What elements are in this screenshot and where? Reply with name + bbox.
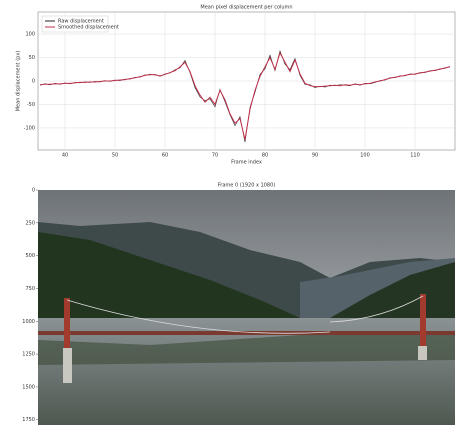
y-tick-label: 250 <box>25 220 35 226</box>
y-tick-label: 1000 <box>22 319 35 325</box>
x-axis-label: Frame index <box>231 160 262 166</box>
x-tick-label: 100 <box>360 153 370 159</box>
x-tick-label: 40 <box>62 153 68 159</box>
y-tick-label: 500 <box>25 253 35 259</box>
x-tick-label: 110 <box>410 153 420 159</box>
y-tick-label: 1500 <box>22 384 35 390</box>
y-tick-label: 1250 <box>22 352 35 358</box>
x-tick-label: 90 <box>312 153 318 159</box>
legend-label: Smoothed displacement <box>58 25 119 31</box>
y-tick-label: -50 <box>27 102 35 108</box>
y-tick-label: 750 <box>25 286 35 292</box>
y-tick-label: 50 <box>29 55 35 61</box>
y-tick-label: -100 <box>24 125 35 131</box>
y-tick-label: 0 <box>32 79 35 85</box>
y-tick-label: 0 <box>32 188 35 194</box>
x-tick-label: 60 <box>162 153 168 159</box>
y-axis-label: Mean displacement (px) <box>16 51 22 112</box>
y-tick-label: 1750 <box>22 417 35 423</box>
x-tick-label: 70 <box>212 153 218 159</box>
y-tick-label: 100 <box>25 32 35 38</box>
chart-title: Mean pixel displacement per column <box>200 5 292 11</box>
photo <box>38 190 455 425</box>
chart-title: Frame 0 (1920 x 1080) <box>218 183 275 189</box>
x-tick-label: 50 <box>112 153 118 159</box>
x-tick-label: 80 <box>262 153 268 159</box>
figure: 40 50 60 70 80 90 100 110 -100 -50 0 50 100 Mean pixe… <box>0 0 458 428</box>
